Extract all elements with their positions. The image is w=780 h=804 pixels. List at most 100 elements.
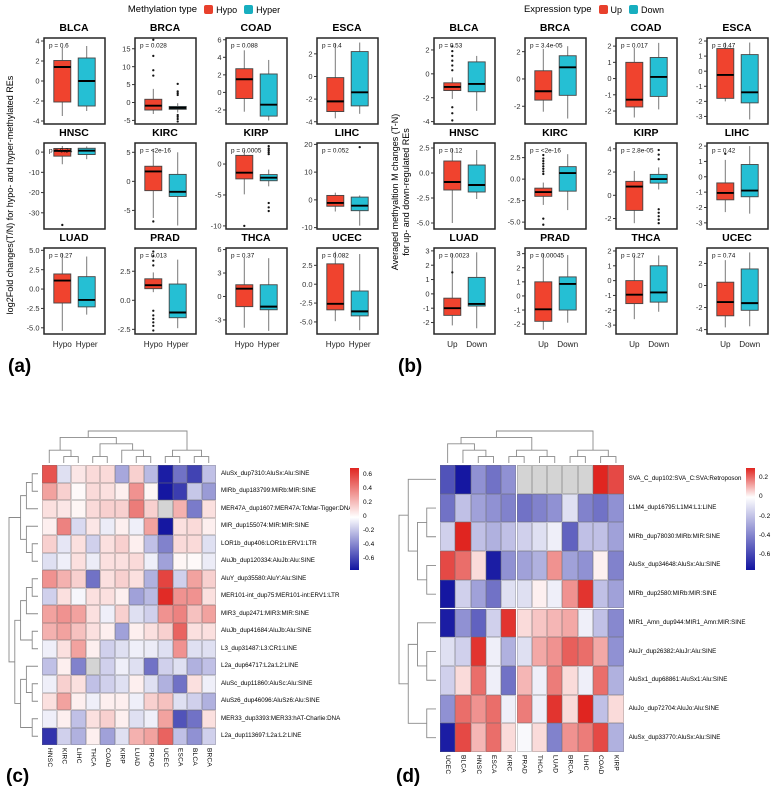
svg-text:p = 3.4e-05: p = 3.4e-05 [530,43,563,50]
heatmap-cell [172,710,187,728]
svg-text:Up: Up [447,340,458,349]
svg-text:p = 0.017: p = 0.017 [621,43,648,50]
heatmap-cell [577,723,593,752]
legend-item-up: Up [598,5,622,15]
heatmap-cell [470,608,486,638]
subplot-title: KIRP [633,127,659,139]
panel-a-y-axis-label: log2Fold changes(T/N) for hypo- and hype… [5,75,15,315]
heatmap-cell [485,493,502,523]
svg-text:1: 1 [698,52,702,61]
panel-c-label: (c) [6,766,30,787]
heatmap-cell [158,640,173,658]
heatmap-cell [129,570,144,588]
heatmap-cell [42,727,57,745]
heatmap-cell [187,465,202,483]
boxplot-kirc: 2.5 0.0 -2.5 -5.0 p = <2e-16 [508,142,587,230]
panel-a-label: (a) [8,356,32,377]
svg-text:-5.0: -5.0 [417,219,430,228]
heatmap-cell [143,727,158,745]
heatmap-cell [71,622,86,640]
heatmap-cell [470,694,486,724]
heatmap-cell [440,493,456,523]
heatmap-cell [593,551,609,580]
heatmap-cell [172,482,187,500]
heatmap-cell [172,500,187,518]
heatmap-cell [143,657,158,675]
heatmap-cell [187,657,202,675]
heatmap-cell [455,579,471,609]
svg-text:-1: -1 [696,82,703,91]
heatmap-cell [56,692,71,710]
heatmap-col-label: UCEC [161,748,169,768]
heatmap-cell [531,637,548,666]
heatmap-cell [143,605,158,623]
heatmap-cell [129,640,144,658]
heatmap-cell [485,579,502,609]
heatmap-cell [201,465,216,483]
svg-text:p = 0.27: p = 0.27 [49,253,73,260]
svg-text:p = 0.082: p = 0.082 [322,253,349,260]
boxplot-brca: 15 10 5 0 -5 p = 0.028 [122,37,197,125]
heatmap-cell [440,637,456,666]
heatmap-cell [531,608,548,638]
heatmap-cell [85,622,100,640]
heatmap-cell [143,535,158,553]
svg-text:2.5: 2.5 [120,267,130,276]
svg-text:Down: Down [739,340,760,349]
subplot-blca: BLCA 4 2 0 -2 -4 p = 0.6 [20,22,111,132]
heatmap-cell [577,551,593,580]
heatmap-cell [577,579,593,609]
heatmap-cell [516,608,532,638]
heatmap-cell [143,570,158,588]
heatmap-cell [100,482,115,500]
heatmap-cell [129,657,144,675]
heatmap-cell [56,517,71,535]
svg-text:0: 0 [35,148,39,157]
heatmap-cell [172,587,187,605]
heatmap-row-label: SVA_C_dup102:SVA_C:SVA:Retroposon [628,475,742,483]
heatmap-cell [100,675,115,693]
colorbar-tick-label: -0.2 [759,512,771,520]
svg-text:3: 3 [217,269,221,278]
heatmap-cell [501,551,517,580]
heatmap-cell [114,587,129,605]
svg-text:p = <2e-16: p = <2e-16 [530,148,561,155]
svg-text:2.5: 2.5 [29,265,39,274]
heatmap-cell [56,587,71,605]
svg-text:p = 0.4: p = 0.4 [322,43,342,50]
heatmap-cell [114,605,129,623]
heatmap-cell [42,535,57,553]
heatmap-cell [71,535,86,553]
heatmap-cell [85,605,100,623]
svg-text:Hypo: Hypo [326,340,346,349]
heatmap-cell [201,517,216,535]
heatmap-cell [577,694,593,724]
heatmap-cell [608,579,624,609]
colorbar-tick-label: 0 [363,513,367,521]
heatmap-col-label: UCEC [444,755,452,775]
heatmap-cell [129,587,144,605]
svg-text:5: 5 [126,80,130,89]
svg-text:p = 2.8e-05: p = 2.8e-05 [621,148,654,155]
heatmap-cell [143,482,158,500]
heatmap-cell [158,622,173,640]
heatmap-cell [187,675,202,693]
subplot-prad: PRAD 2.5 0.0 -2.5 Hypo Hyper p = 0.013 [111,232,202,354]
heatmap-cell [129,622,144,640]
heatmap-cell [593,465,609,494]
svg-text:0: 0 [217,160,221,169]
heatmap-cell [201,657,216,675]
svg-text:3: 3 [516,249,520,258]
heatmap-cell [42,517,57,535]
heatmap-cell [562,465,578,494]
heatmap-cell [577,665,593,695]
heatmap-cell [85,517,100,535]
heatmap-col-label: HNSC [45,748,53,768]
heatmap-col-label: LIHC [74,748,82,764]
heatmap-cell [187,535,202,553]
svg-text:2: 2 [698,259,702,268]
heatmap-cell [143,675,158,693]
boxplot-ucec: 2.5 0.0 -2.5 -5.0 Hypo Hyper p = 0.082 [300,247,379,349]
subplot-lihc: LIHC 2 1 0 -1 -2 -3 p = 0.42 [683,127,774,237]
svg-text:1: 1 [607,58,611,67]
